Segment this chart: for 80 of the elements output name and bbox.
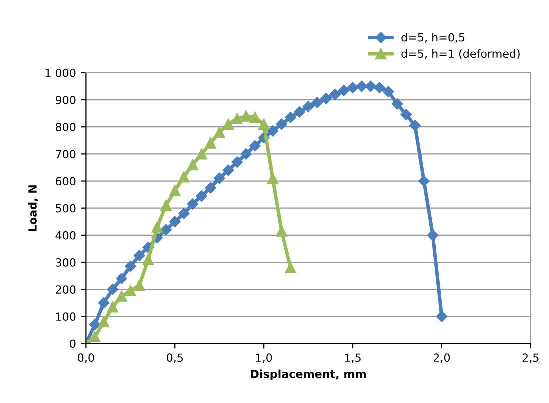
point xyxy=(107,302,118,313)
point xyxy=(134,280,146,292)
point xyxy=(294,106,306,118)
y-tick-label: 1 000 xyxy=(46,68,76,78)
point xyxy=(320,93,332,104)
point xyxy=(98,298,110,309)
y-tick-label: 500 xyxy=(56,204,76,213)
point xyxy=(89,319,101,330)
y-tick-label: 0 xyxy=(70,340,76,348)
point xyxy=(196,190,208,202)
point xyxy=(400,109,412,121)
legend-label: d=5, h=1 (deformed) xyxy=(402,49,520,60)
point xyxy=(392,98,404,110)
point xyxy=(285,262,296,274)
x-axis-title: Displacement, mm xyxy=(251,370,366,381)
y-axis-title: Load, N xyxy=(28,186,38,232)
point xyxy=(382,86,394,98)
y-tick-label: 800 xyxy=(56,123,76,132)
point xyxy=(205,138,216,149)
point xyxy=(258,118,270,130)
point xyxy=(160,200,172,212)
x-tick-label: 0,5 xyxy=(167,354,183,364)
x-tick-label: 2,0 xyxy=(434,354,450,364)
x-tick-label: 1,5 xyxy=(345,354,361,364)
point xyxy=(134,250,146,262)
point xyxy=(356,80,368,92)
point xyxy=(338,84,350,96)
point xyxy=(232,113,243,125)
point xyxy=(178,172,190,183)
y-tick-label: 300 xyxy=(56,258,76,267)
point xyxy=(276,118,288,130)
point xyxy=(90,331,101,343)
point xyxy=(365,80,376,92)
legend-label: d=5, h=0,5 xyxy=(402,33,465,43)
y-tick-label: 400 xyxy=(56,231,76,240)
point xyxy=(330,89,341,100)
y-tick-label: 600 xyxy=(56,177,76,186)
point xyxy=(250,112,261,124)
point xyxy=(107,284,118,296)
point xyxy=(232,156,243,168)
y-tick-label: 200 xyxy=(56,286,76,294)
x-tick-label: 0,0 xyxy=(78,354,94,364)
point xyxy=(418,176,430,187)
x-tick-label: 2,5 xyxy=(522,354,539,364)
point xyxy=(427,230,439,242)
point xyxy=(98,316,110,328)
point xyxy=(240,110,252,122)
point xyxy=(250,140,261,152)
point xyxy=(170,216,181,228)
point xyxy=(152,222,163,233)
point xyxy=(302,101,314,112)
point xyxy=(187,198,199,210)
point xyxy=(285,112,296,124)
point xyxy=(267,126,279,137)
point xyxy=(436,311,448,322)
point xyxy=(116,273,128,284)
point xyxy=(240,148,252,160)
point xyxy=(214,172,226,184)
point xyxy=(170,185,181,196)
point xyxy=(187,159,198,171)
point xyxy=(267,173,279,184)
point xyxy=(214,126,226,138)
point xyxy=(410,120,421,132)
point xyxy=(196,148,208,160)
point xyxy=(222,164,234,176)
point xyxy=(160,224,172,236)
point xyxy=(142,254,154,266)
point xyxy=(312,97,324,108)
y-tick-label: 700 xyxy=(56,150,76,159)
point xyxy=(178,208,190,220)
point xyxy=(374,82,386,94)
point xyxy=(116,290,128,302)
point xyxy=(205,182,216,194)
x-tick-label: 1,0 xyxy=(256,354,272,364)
point xyxy=(125,260,136,272)
point xyxy=(125,285,136,297)
point xyxy=(347,82,359,94)
point xyxy=(276,226,288,237)
y-tick-label: 900 xyxy=(56,96,76,104)
y-tick-label: 100 xyxy=(56,312,76,322)
